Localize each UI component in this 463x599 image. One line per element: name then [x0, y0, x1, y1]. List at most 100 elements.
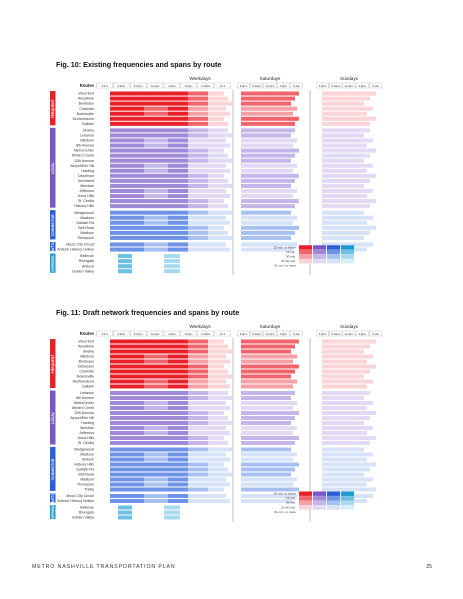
schedule-bar: [241, 406, 293, 410]
weekday-slot-box: [96, 82, 113, 89]
schedule-bar: [322, 148, 376, 153]
saturday-slot-label: 3-6pm: [280, 84, 287, 88]
legend-swatch: [327, 259, 340, 264]
legend-swatch: [341, 505, 354, 510]
schedule-bar: [188, 116, 208, 121]
schedule-bar: [110, 143, 144, 148]
route-label: Hickory Hills: [74, 204, 94, 208]
schedule-bar: [208, 467, 228, 472]
schedule-bar: [241, 447, 291, 452]
legend-swatch: [313, 245, 326, 250]
schedule-bar: [241, 158, 291, 163]
weekday-slot-box: [197, 330, 214, 337]
schedule-bar: [208, 106, 226, 111]
schedule-bar: [168, 183, 188, 188]
schedule-bar: [188, 462, 208, 467]
schedule-bar: [241, 173, 299, 178]
schedule-bar: [168, 431, 188, 435]
schedule-bar: [188, 482, 208, 487]
schedule-bar: [322, 494, 373, 498]
saturday-slot-label: 12-3pm: [266, 84, 275, 88]
schedule-bar: [168, 106, 188, 111]
saturday-slot-box: [250, 330, 264, 337]
schedule-bar: [208, 96, 228, 101]
schedule-bar: [241, 133, 291, 138]
route-label: Northwest: [78, 179, 94, 183]
schedule-bar: [322, 421, 364, 425]
group-band-frequent: [50, 339, 56, 388]
schedule-bar: [110, 499, 144, 503]
schedule-bar: [208, 452, 226, 457]
schedule-bar: [208, 101, 232, 106]
schedule-bar: [188, 401, 208, 405]
schedule-bar: [208, 391, 228, 395]
schedule-bar: [144, 188, 168, 193]
sunday-slot-box: [342, 82, 356, 89]
schedule-bar: [164, 254, 180, 259]
schedule-bar: [110, 472, 144, 477]
schedule-bar: [168, 199, 188, 204]
schedule-bar: [110, 477, 144, 482]
schedule-bar: [188, 431, 208, 435]
weekday-slot-label: 12-3pm: [151, 84, 160, 88]
schedule-bar: [188, 421, 208, 425]
schedule-bar: [208, 472, 232, 477]
legend-label: 31-60 min.: [281, 505, 296, 509]
schedule-bar: [241, 467, 295, 472]
legend-label: 15 min. or better: [273, 492, 296, 496]
schedule-bar: [241, 230, 295, 235]
schedule-bar: [188, 173, 208, 178]
schedule-bar: [208, 128, 228, 133]
schedule-bar: [110, 384, 144, 389]
schedule-bar: [241, 153, 295, 158]
schedule-bar: [110, 374, 144, 379]
schedule-bar: [322, 384, 367, 389]
schedule-bar: [144, 168, 168, 173]
schedule-bar: [144, 121, 168, 126]
schedule-bar: [208, 482, 230, 487]
schedule-bar: [208, 183, 232, 188]
route-label: Bordeaux: [79, 360, 95, 364]
schedule-bar: [188, 183, 208, 188]
route-label: Meridian: [80, 426, 94, 430]
schedule-bar: [208, 379, 226, 384]
schedule-bar: [110, 91, 144, 96]
schedule-bar: [322, 230, 370, 235]
schedule-bar: [241, 121, 295, 126]
route-label: Nolensville: [77, 375, 94, 379]
schedule-bar: [110, 210, 144, 215]
schedule-bar: [322, 349, 364, 354]
legend-swatch: [299, 259, 312, 264]
schedule-bar: [208, 406, 230, 410]
route-label: Murfreesboro: [73, 380, 94, 384]
schedule-bar: [168, 436, 188, 440]
day-header-weekdays: Weekdays: [189, 324, 211, 329]
route-label: Golden Valley: [72, 269, 94, 273]
schedule-bar: [322, 242, 373, 247]
schedule-bar: [241, 369, 295, 374]
route-label: Airport/Elm Hill: [70, 416, 94, 420]
schedule-bar: [168, 499, 188, 503]
saturday-slot-box: [290, 330, 303, 337]
schedule-bar: [188, 494, 208, 498]
schedule-bar: [322, 96, 370, 101]
schedule-bar: [168, 406, 188, 410]
schedule-bar: [322, 128, 370, 133]
weekday-slot-label: 6-9am: [118, 332, 125, 336]
schedule-bar: [144, 499, 168, 503]
schedule-bar: [168, 188, 188, 193]
schedule-bar: [322, 401, 373, 405]
schedule-bar: [168, 116, 188, 121]
schedule-bar: [241, 441, 295, 445]
schedule-bar: [110, 173, 144, 178]
schedule-bar: [241, 436, 299, 440]
legend-swatch: [313, 496, 326, 501]
schedule-bar: [322, 431, 367, 435]
schedule-bar: [144, 158, 168, 163]
legend-swatch: [341, 254, 354, 259]
schedule-bar: [110, 116, 144, 121]
sunday-slot-label: 6-12a: [372, 84, 379, 88]
schedule-bar: [208, 441, 228, 445]
schedule-bar: [188, 457, 208, 462]
schedule-bar: [168, 401, 188, 405]
